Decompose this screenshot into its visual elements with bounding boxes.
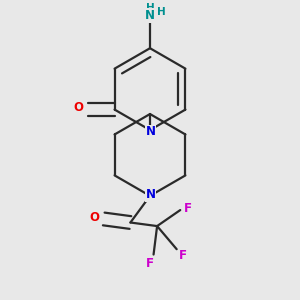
Text: N: N	[145, 9, 155, 22]
Text: N: N	[146, 125, 156, 138]
Text: N: N	[146, 188, 156, 201]
Text: H: H	[146, 3, 154, 14]
Text: O: O	[90, 211, 100, 224]
Text: O: O	[73, 101, 83, 114]
Text: H: H	[157, 7, 166, 17]
Text: F: F	[179, 249, 187, 262]
Text: F: F	[184, 202, 192, 215]
Text: F: F	[146, 257, 154, 270]
